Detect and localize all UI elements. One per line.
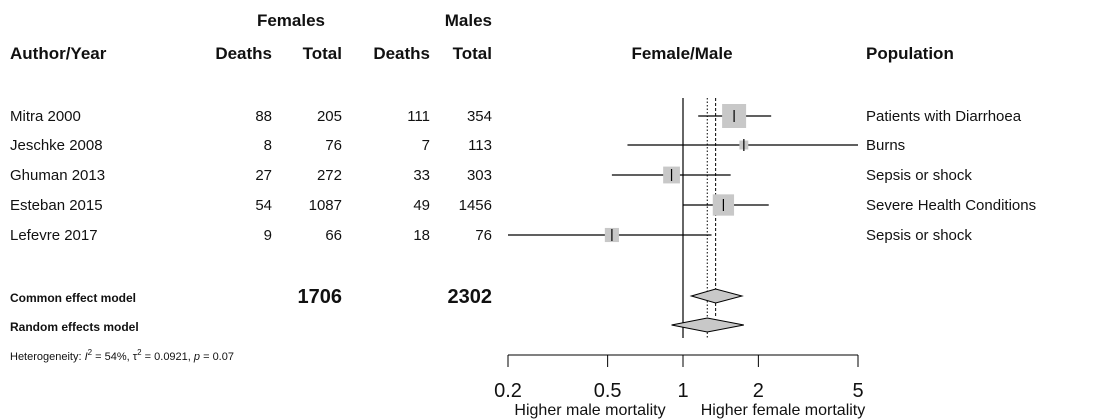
- female-deaths: 88: [255, 108, 272, 125]
- female-total-header: Total: [303, 44, 342, 63]
- study-author: Ghuman 2013: [10, 167, 105, 184]
- female-total-sum: 1706: [298, 286, 343, 308]
- male-total: 354: [467, 108, 492, 125]
- left-direction-label: Higher male mortality: [514, 402, 665, 419]
- heterogeneity-text: Heterogeneity: I2 = 54%, τ2 = 0.0921, p …: [10, 348, 234, 363]
- right-direction-label: Higher female mortality: [701, 402, 866, 419]
- study-author: Esteban 2015: [10, 197, 103, 214]
- male-deaths: 18: [413, 227, 430, 244]
- study-author: Mitra 2000: [10, 108, 81, 125]
- x-tick-label: 2: [753, 380, 764, 402]
- male-total: 76: [475, 227, 492, 244]
- study-row: Mitra 2000 88 205 111 354 Patients with …: [10, 108, 1022, 125]
- plot-studies: [508, 104, 858, 243]
- population-header: Population: [866, 44, 954, 63]
- study-row: Esteban 2015 54 1087 49 1456 Severe Heal…: [10, 197, 1036, 214]
- x-axis: [507, 354, 859, 367]
- x-tick-label: 5: [852, 380, 863, 402]
- study-population: Sepsis or shock: [866, 167, 972, 184]
- female-total: 66: [325, 227, 342, 244]
- female-deaths: 9: [264, 227, 272, 244]
- male-total: 303: [467, 167, 492, 184]
- male-deaths: 49: [413, 197, 430, 214]
- female-total: 1087: [309, 197, 342, 214]
- study-population: Burns: [866, 137, 905, 154]
- x-tick-label: 0.2: [494, 380, 522, 402]
- females-header: Females: [257, 11, 325, 30]
- common-effect-diamond: [689, 288, 744, 304]
- female-deaths-header: Deaths: [215, 44, 272, 63]
- male-deaths: 33: [413, 167, 430, 184]
- effect-header: Female/Male: [631, 44, 732, 63]
- female-deaths: 8: [264, 137, 272, 154]
- female-total: 205: [317, 108, 342, 125]
- common-effect-label: Common effect model: [10, 291, 136, 305]
- male-deaths: 7: [422, 137, 430, 154]
- study-population: Patients with Diarrhoea: [866, 108, 1022, 125]
- male-total: 113: [468, 137, 492, 154]
- study-author: Jeschke 2008: [10, 137, 103, 154]
- author-year-header: Author/Year: [10, 44, 107, 63]
- male-deaths: 111: [407, 108, 430, 125]
- study-row: Jeschke 2008 8 76 7 113 Burns: [10, 137, 905, 154]
- female-total: 272: [317, 167, 342, 184]
- study-population: Sepsis or shock: [866, 227, 972, 244]
- male-total: 1456: [459, 197, 492, 214]
- female-deaths: 54: [255, 197, 272, 214]
- female-deaths: 27: [255, 167, 272, 184]
- random-effects-diamond: [671, 317, 744, 333]
- x-tick-labels: 0.2 0.5 1 2 5: [494, 380, 863, 402]
- males-header: Males: [445, 11, 492, 30]
- male-deaths-header: Deaths: [373, 44, 430, 63]
- x-tick-label: 0.5: [594, 380, 622, 402]
- random-effects-label: Random effects model: [10, 320, 139, 334]
- male-total-header: Total: [453, 44, 492, 63]
- study-row: Ghuman 2013 27 272 33 303 Sepsis or shoc…: [10, 167, 972, 184]
- female-total: 76: [325, 137, 342, 154]
- plot-summary: [671, 288, 744, 333]
- plot-area: 0.2 0.5 1 2 5: [494, 98, 864, 402]
- study-row: Lefevre 2017 9 66 18 76 Sepsis or shock: [10, 227, 972, 244]
- male-total-sum: 2302: [448, 286, 493, 308]
- study-population: Severe Health Conditions: [866, 197, 1036, 214]
- study-author: Lefevre 2017: [10, 227, 98, 244]
- x-tick-label: 1: [677, 380, 688, 402]
